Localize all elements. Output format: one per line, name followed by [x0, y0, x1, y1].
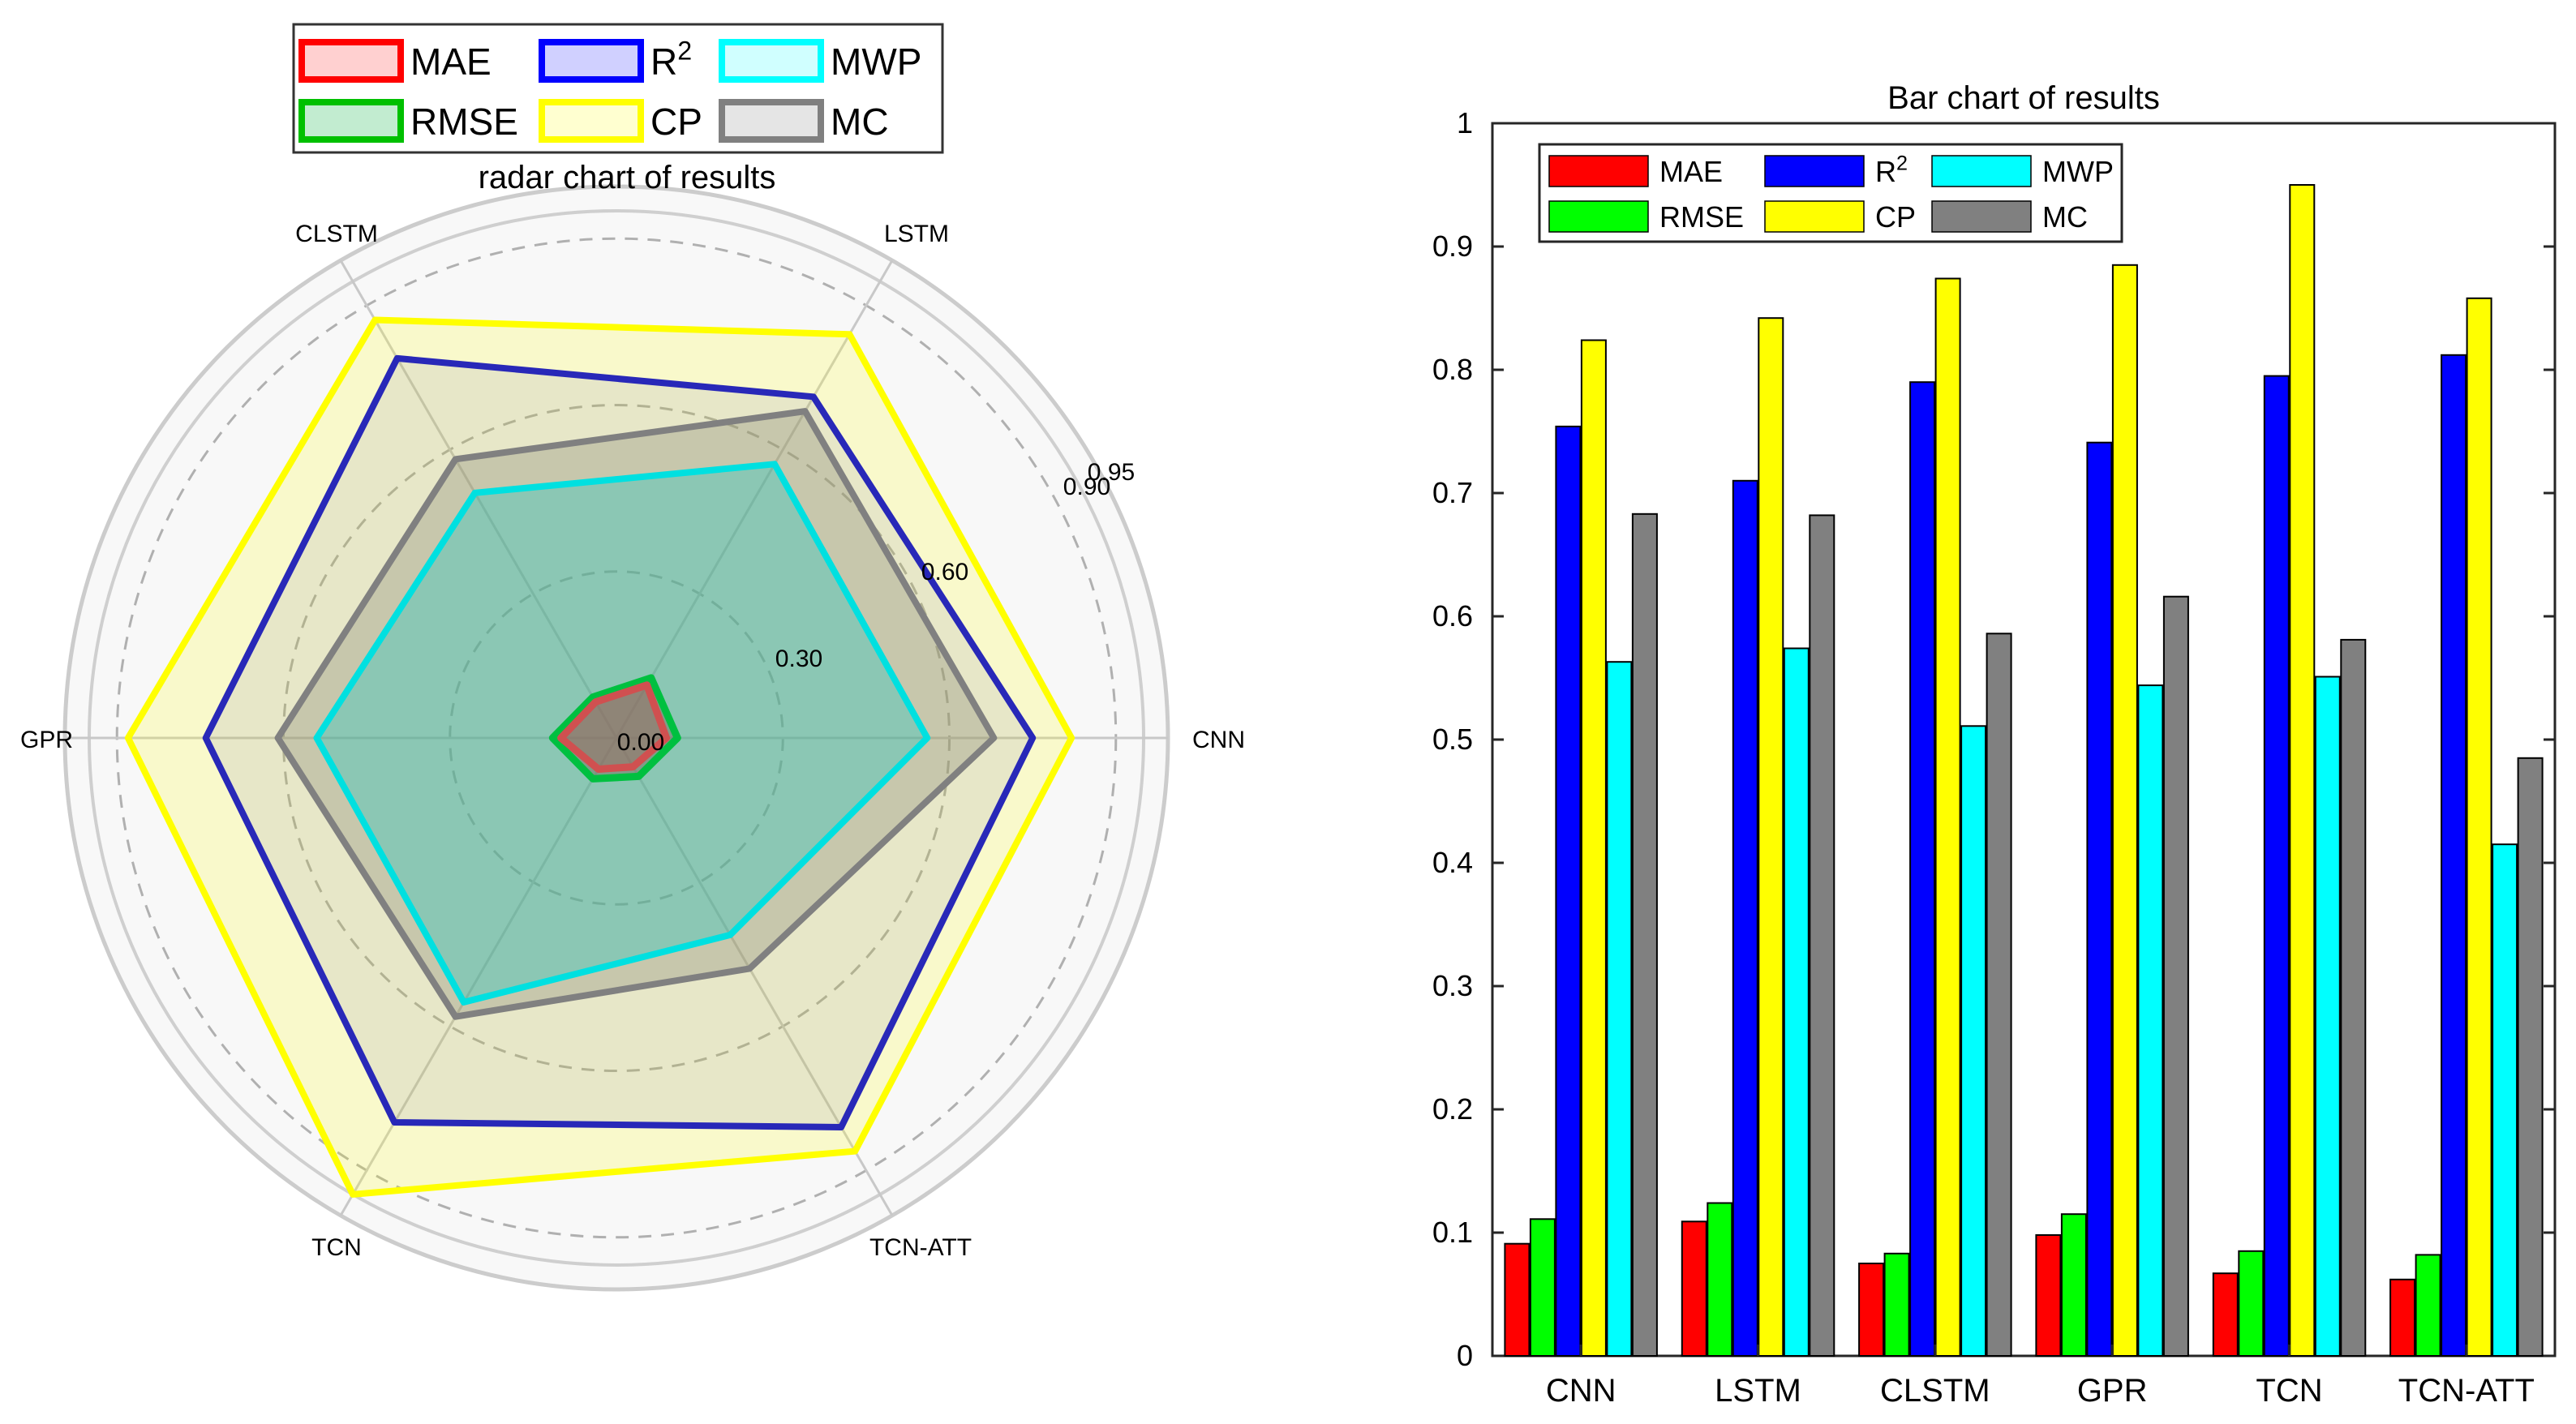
radar-legend-swatch [298, 99, 404, 143]
bar-mae [1858, 1263, 1885, 1357]
radar-spoke [615, 737, 894, 1216]
bar-legend-label: RMSE [1659, 200, 1744, 234]
bar-r2 [2263, 375, 2290, 1358]
radar-spoke [615, 259, 894, 739]
bar-legend-swatch [1764, 200, 1865, 233]
bar-cp [1580, 339, 1607, 1357]
bar-mc [2340, 638, 2367, 1357]
bar-cp [2466, 297, 2492, 1357]
bar-r2 [2086, 441, 2113, 1358]
bar-mwp [2137, 684, 2164, 1357]
bar-legend-swatch [1548, 200, 1649, 233]
bar-ytick-label: 0.1 [1432, 1216, 1473, 1249]
bar-ytick-label: 0.3 [1432, 969, 1473, 1002]
bar-mwp [1783, 647, 1810, 1357]
radar-tick-label: 0.30 [775, 646, 822, 672]
radar-axis-label: TCN-ATT [869, 1234, 972, 1261]
bar-r2 [1732, 479, 1758, 1357]
bar-xtick-label: CLSTM [1880, 1373, 1990, 1409]
bar-mc [1631, 513, 1658, 1357]
radar-legend-swatch [719, 39, 824, 83]
radar-tick-label: 0.90 [1063, 474, 1110, 500]
bar-mae [2035, 1234, 2062, 1357]
bar-cp [1934, 277, 1961, 1357]
bar-legend-swatch [1931, 155, 2032, 187]
bar-ytick-label: 0 [1457, 1339, 1473, 1372]
bar-rmse [1529, 1218, 1556, 1358]
radar-legend-swatch [539, 39, 644, 83]
bar-ytick-label: 0.5 [1432, 723, 1473, 756]
bar-cp [2111, 264, 2138, 1357]
bar-xtick-label: TCN [2256, 1373, 2322, 1409]
radar-legend-swatch [719, 99, 824, 143]
bar-mae [1504, 1242, 1531, 1357]
bar-ytick-label: 1 [1457, 106, 1473, 139]
bar-mwp [1960, 725, 1987, 1357]
bar-r2 [2441, 354, 2467, 1357]
bar-legend-label: MC [2042, 200, 2088, 234]
radar-axis-label: CLSTM [295, 221, 378, 247]
radar-spoke [339, 737, 618, 1216]
bar-mwp [2492, 843, 2518, 1357]
bar-cp [2289, 184, 2316, 1357]
radar-legend-label: RMSE [410, 101, 518, 143]
bar-ytick-label: 0.4 [1432, 846, 1473, 879]
radar-tick-label: 0.00 [617, 729, 664, 756]
bar-rmse [2060, 1213, 2087, 1357]
bar-mae [2212, 1272, 2239, 1357]
radar-legend-swatch [298, 39, 404, 83]
bar-title: Bar chart of results [1887, 80, 2160, 116]
bar-legend-swatch [1931, 200, 2032, 233]
bar-legend-label: CP [1875, 200, 1916, 234]
radar-legend-label: MC [831, 101, 889, 143]
bar-mc [2162, 595, 2189, 1357]
bar-xtick-label: LSTM [1715, 1373, 1801, 1409]
bar-r2 [1555, 425, 1582, 1357]
bar-mc [1809, 514, 1835, 1357]
bar-ytick-label: 0.9 [1432, 229, 1473, 263]
bar-rmse [2238, 1250, 2265, 1358]
radar-series-mae [557, 681, 671, 773]
bar-rmse [2415, 1254, 2441, 1358]
bar-xtick-label: TCN-ATT [2398, 1373, 2535, 1409]
radar-tick-label: 0.95 [1088, 459, 1135, 486]
radar-legend-swatch [539, 99, 644, 143]
bar-ytick-label: 0.2 [1432, 1092, 1473, 1126]
radar-legend-label: MAE [410, 41, 492, 83]
radar-legend-label: R2 [650, 36, 692, 83]
radar-legend-label: CP [650, 101, 702, 143]
bar-legend-label: R2 [1875, 152, 1908, 188]
bar-mwp [1606, 661, 1633, 1357]
radar-spoke [339, 259, 618, 739]
bar-legend-label: MWP [2042, 155, 2114, 188]
radar-title: radar chart of results [479, 160, 776, 195]
bar-xtick-label: GPR [2077, 1373, 2148, 1409]
bar-legend-swatch [1764, 155, 1865, 187]
bar-ytick-label: 0.8 [1432, 353, 1473, 386]
bar-cp [1758, 317, 1784, 1358]
bar-rmse [1707, 1202, 1733, 1357]
bar-r2 [1909, 381, 1936, 1358]
bar-xtick-label: CNN [1546, 1373, 1616, 1409]
bar-mae [1681, 1220, 1707, 1358]
radar-tick-label: 0.60 [921, 559, 968, 585]
radar-axis-label: LSTM [884, 221, 949, 247]
bar-axes-box [1491, 122, 2557, 1358]
bar-ytick-label: 0.6 [1432, 599, 1473, 633]
bar-legend-swatch [1548, 155, 1649, 187]
bar-mwp [2314, 676, 2341, 1357]
bar-mc [2517, 757, 2544, 1357]
radar-legend-label: MWP [831, 41, 921, 83]
bar-legend-label: MAE [1659, 155, 1723, 188]
bar-rmse [1883, 1252, 1910, 1358]
radar-axis-label: TCN [311, 1234, 362, 1261]
radar-chart: 0.00 0.30 0.60 0.900.95 CNN LSTM CLSTM GPR TCN TC… [20, 23, 1245, 1292]
radar-axis-label: GPR [20, 727, 73, 753]
radar-axis-label: CNN [1192, 727, 1245, 753]
bar-mc [1986, 633, 2012, 1357]
bar-ytick-label: 0.7 [1432, 476, 1473, 509]
bar-mae [2389, 1278, 2416, 1358]
